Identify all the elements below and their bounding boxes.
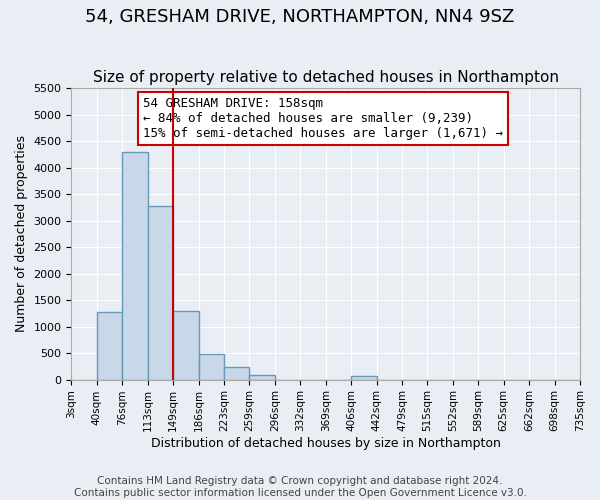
Bar — [122, 152, 148, 380]
Text: 54 GRESHAM DRIVE: 158sqm
← 84% of detached houses are smaller (9,239)
15% of sem: 54 GRESHAM DRIVE: 158sqm ← 84% of detach… — [143, 97, 503, 140]
Text: Contains HM Land Registry data © Crown copyright and database right 2024.
Contai: Contains HM Land Registry data © Crown c… — [74, 476, 526, 498]
Bar — [97, 312, 122, 380]
Bar — [148, 206, 173, 380]
Bar — [224, 368, 250, 380]
X-axis label: Distribution of detached houses by size in Northampton: Distribution of detached houses by size … — [151, 437, 500, 450]
Bar — [250, 375, 275, 380]
Bar — [351, 376, 377, 380]
Title: Size of property relative to detached houses in Northampton: Size of property relative to detached ho… — [93, 70, 559, 86]
Text: 54, GRESHAM DRIVE, NORTHAMPTON, NN4 9SZ: 54, GRESHAM DRIVE, NORTHAMPTON, NN4 9SZ — [85, 8, 515, 26]
Bar — [199, 354, 224, 380]
Y-axis label: Number of detached properties: Number of detached properties — [15, 136, 28, 332]
Bar — [173, 311, 199, 380]
